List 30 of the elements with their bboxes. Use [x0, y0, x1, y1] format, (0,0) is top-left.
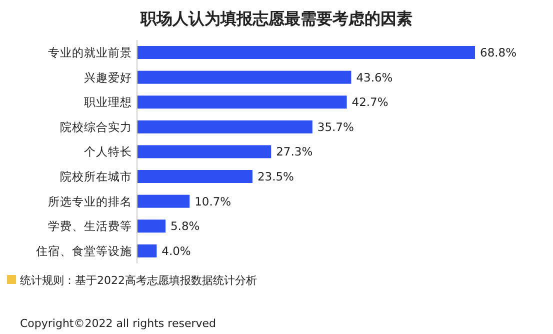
text: Copyright©2022 all rights reserved [20, 317, 216, 330]
data-label: 35.7% [317, 120, 354, 134]
data-label: 27.3% [276, 144, 313, 159]
data-label: 4.0% [162, 244, 191, 258]
y-tick-label: 兴趣爱好 [84, 70, 132, 84]
bar [137, 220, 166, 233]
text: 统计规则：基于2022高考志愿填报数据统计分析 [20, 274, 257, 287]
data-label: 43.6% [356, 70, 393, 84]
bar [137, 96, 347, 109]
bar [137, 170, 252, 183]
y-tick-label: 院校综合实力 [60, 120, 132, 134]
data-label: 68.8% [480, 46, 517, 60]
data-label: 5.8% [170, 219, 200, 234]
y-tick-label: 个人特长 [84, 144, 132, 159]
data-label: 42.7% [352, 95, 388, 110]
y-tick-label: 院校所在城市 [60, 170, 132, 184]
y-tick-label: 住宿、食堂等设施 [35, 244, 132, 258]
chart-title: 职场人认为填报志愿最需要考虑的因素 [140, 9, 412, 28]
y-tick-label: 学费、生活费等 [48, 219, 132, 234]
y-tick-label: 职业理想 [84, 95, 132, 110]
data-label: 23.5% [257, 170, 294, 184]
bar [137, 120, 312, 134]
data-label: 10.7% [194, 194, 232, 208]
bar [137, 194, 190, 208]
bar [137, 70, 352, 84]
y-tick-label: 专业的就业前景 [48, 46, 132, 60]
bar [137, 46, 475, 59]
bar [137, 145, 272, 158]
y-tick-label: 所选专业的排名 [48, 194, 132, 208]
bar [137, 244, 157, 258]
